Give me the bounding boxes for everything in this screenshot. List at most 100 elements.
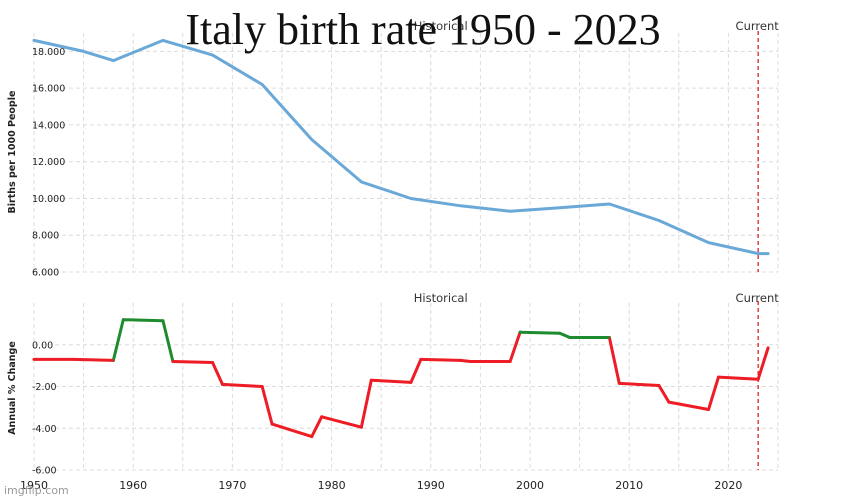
annual-change-point xyxy=(270,422,274,426)
annual-change-point xyxy=(419,358,423,361)
x-tick-label: 1990 xyxy=(417,479,445,492)
birth-rate-point xyxy=(260,83,264,86)
birth-rate-point xyxy=(558,206,561,209)
annual-change-point xyxy=(766,346,770,350)
top-y-tick-label: 8.000 xyxy=(32,231,59,242)
annual-change-segment xyxy=(716,375,760,381)
top-y-tick-label: 16.000 xyxy=(32,84,65,95)
birth-rate-point xyxy=(32,39,36,42)
annual-change-point xyxy=(717,375,720,379)
annual-change-segment xyxy=(171,359,215,364)
annual-change-segment xyxy=(369,378,413,384)
annual-change-segment xyxy=(320,415,363,429)
birth-rate-point xyxy=(459,204,462,208)
annual-change-segment xyxy=(558,331,572,339)
annual-change-segment xyxy=(359,378,373,429)
birth-rate-panel: 6.000 8.000 10.000 12.000 14.000 16.000 18.000… xyxy=(7,19,779,279)
annual-change-segment xyxy=(270,422,314,439)
annual-change-point xyxy=(508,360,512,363)
annual-change-point xyxy=(360,426,363,429)
top-historical-label: Historical xyxy=(414,19,468,33)
x-tick-label: 1950 xyxy=(20,479,48,492)
annual-change-panel: 0.00 -2.00 -4.00 -6.00 Historical Current Annu… xyxy=(7,291,779,492)
annual-change-segment xyxy=(459,358,472,363)
annual-change-segment xyxy=(707,375,720,411)
annual-change-point xyxy=(260,385,264,388)
annual-change-point xyxy=(707,408,710,411)
birth-rate-point xyxy=(608,202,611,206)
annual-change-segment xyxy=(220,382,264,388)
x-tick-label: 1980 xyxy=(318,479,346,492)
birth-rate-point xyxy=(310,138,313,141)
annual-change-point xyxy=(221,383,224,386)
birth-rate-point xyxy=(211,53,214,57)
annual-change-point xyxy=(409,381,413,384)
bottom-y-tick-label: -6.00 xyxy=(32,466,57,477)
imgflip-watermark: imgflip.com xyxy=(4,484,69,497)
annual-change-point xyxy=(618,382,621,385)
top-y-tick-label: 18.000 xyxy=(32,47,65,58)
annual-change-point xyxy=(310,435,313,438)
annual-change-point xyxy=(568,336,571,339)
annual-change-point xyxy=(370,379,373,382)
bottom-y-tick-label: 0.00 xyxy=(32,340,53,351)
annual-change-point xyxy=(211,361,214,364)
annual-change-segment xyxy=(72,357,115,362)
birth-rate-point xyxy=(82,50,85,53)
top-current-label: Current xyxy=(736,19,780,33)
annual-change-segment xyxy=(657,383,671,404)
annual-change-segment xyxy=(260,385,274,426)
annual-change-segment xyxy=(409,357,423,384)
annual-change-point xyxy=(608,336,611,339)
annual-change-point xyxy=(320,415,323,418)
annual-change-segment xyxy=(161,319,175,363)
x-tick-label: 2010 xyxy=(615,479,643,492)
annual-change-segment xyxy=(617,381,661,387)
annual-change-segment xyxy=(508,330,522,363)
top-y-tick-label: 6.000 xyxy=(32,268,59,279)
annual-change-segment xyxy=(211,360,224,386)
birth-rate-point xyxy=(161,39,165,42)
annual-change-point xyxy=(667,400,671,404)
top-y-tick-label: 10.000 xyxy=(32,194,65,205)
annual-change-point xyxy=(161,319,165,322)
annual-change-point xyxy=(459,359,462,362)
annual-change-segment xyxy=(667,400,711,411)
annual-change-point xyxy=(32,358,36,361)
annual-change-segment xyxy=(111,318,125,362)
birth-rate-point xyxy=(360,180,363,184)
annual-change-segment xyxy=(607,335,621,385)
birth-rate-point xyxy=(657,219,661,222)
bottom-y-tick-label: -2.00 xyxy=(32,382,57,393)
birth-rate-point xyxy=(766,252,770,255)
annual-change-point xyxy=(72,358,75,361)
annual-change-segment xyxy=(419,357,463,362)
top-y-tick-label: 14.000 xyxy=(32,120,65,131)
annual-change-segment xyxy=(310,415,324,439)
annual-change-segment xyxy=(121,318,165,323)
x-tick-label: 2000 xyxy=(516,479,544,492)
x-tick-label: 2020 xyxy=(714,479,742,492)
top-y-tick-label: 12.000 xyxy=(32,157,65,168)
annual-change-point xyxy=(518,331,522,334)
annual-change-segment xyxy=(756,346,770,381)
top-y-axis-title: Births per 1000 People xyxy=(7,91,18,214)
birth-rate-series-line xyxy=(32,38,770,256)
x-tick-label: 1970 xyxy=(218,479,246,492)
annual-change-point xyxy=(171,360,175,363)
annual-change-point xyxy=(122,318,125,321)
bottom-y-tick-label: -4.00 xyxy=(32,424,57,435)
annual-change-point xyxy=(756,377,760,381)
birth-rate-point xyxy=(756,252,760,255)
birth-rate-point xyxy=(112,59,115,62)
birth-rate-point xyxy=(707,241,710,244)
annual-change-point xyxy=(657,384,661,387)
annual-change-point xyxy=(558,332,561,335)
x-tick-label: 1960 xyxy=(119,479,147,492)
annual-change-point xyxy=(469,360,472,363)
birth-rate-point xyxy=(409,197,413,200)
annual-change-segment xyxy=(518,330,562,335)
bottom-current-label: Current xyxy=(736,291,780,305)
bottom-y-axis-title: Annual % Change xyxy=(7,341,18,435)
